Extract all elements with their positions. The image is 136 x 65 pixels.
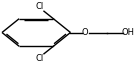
Text: Cl: Cl: [35, 54, 43, 63]
Text: OH: OH: [122, 28, 135, 37]
Text: Cl: Cl: [35, 2, 43, 11]
Text: O: O: [82, 28, 89, 37]
